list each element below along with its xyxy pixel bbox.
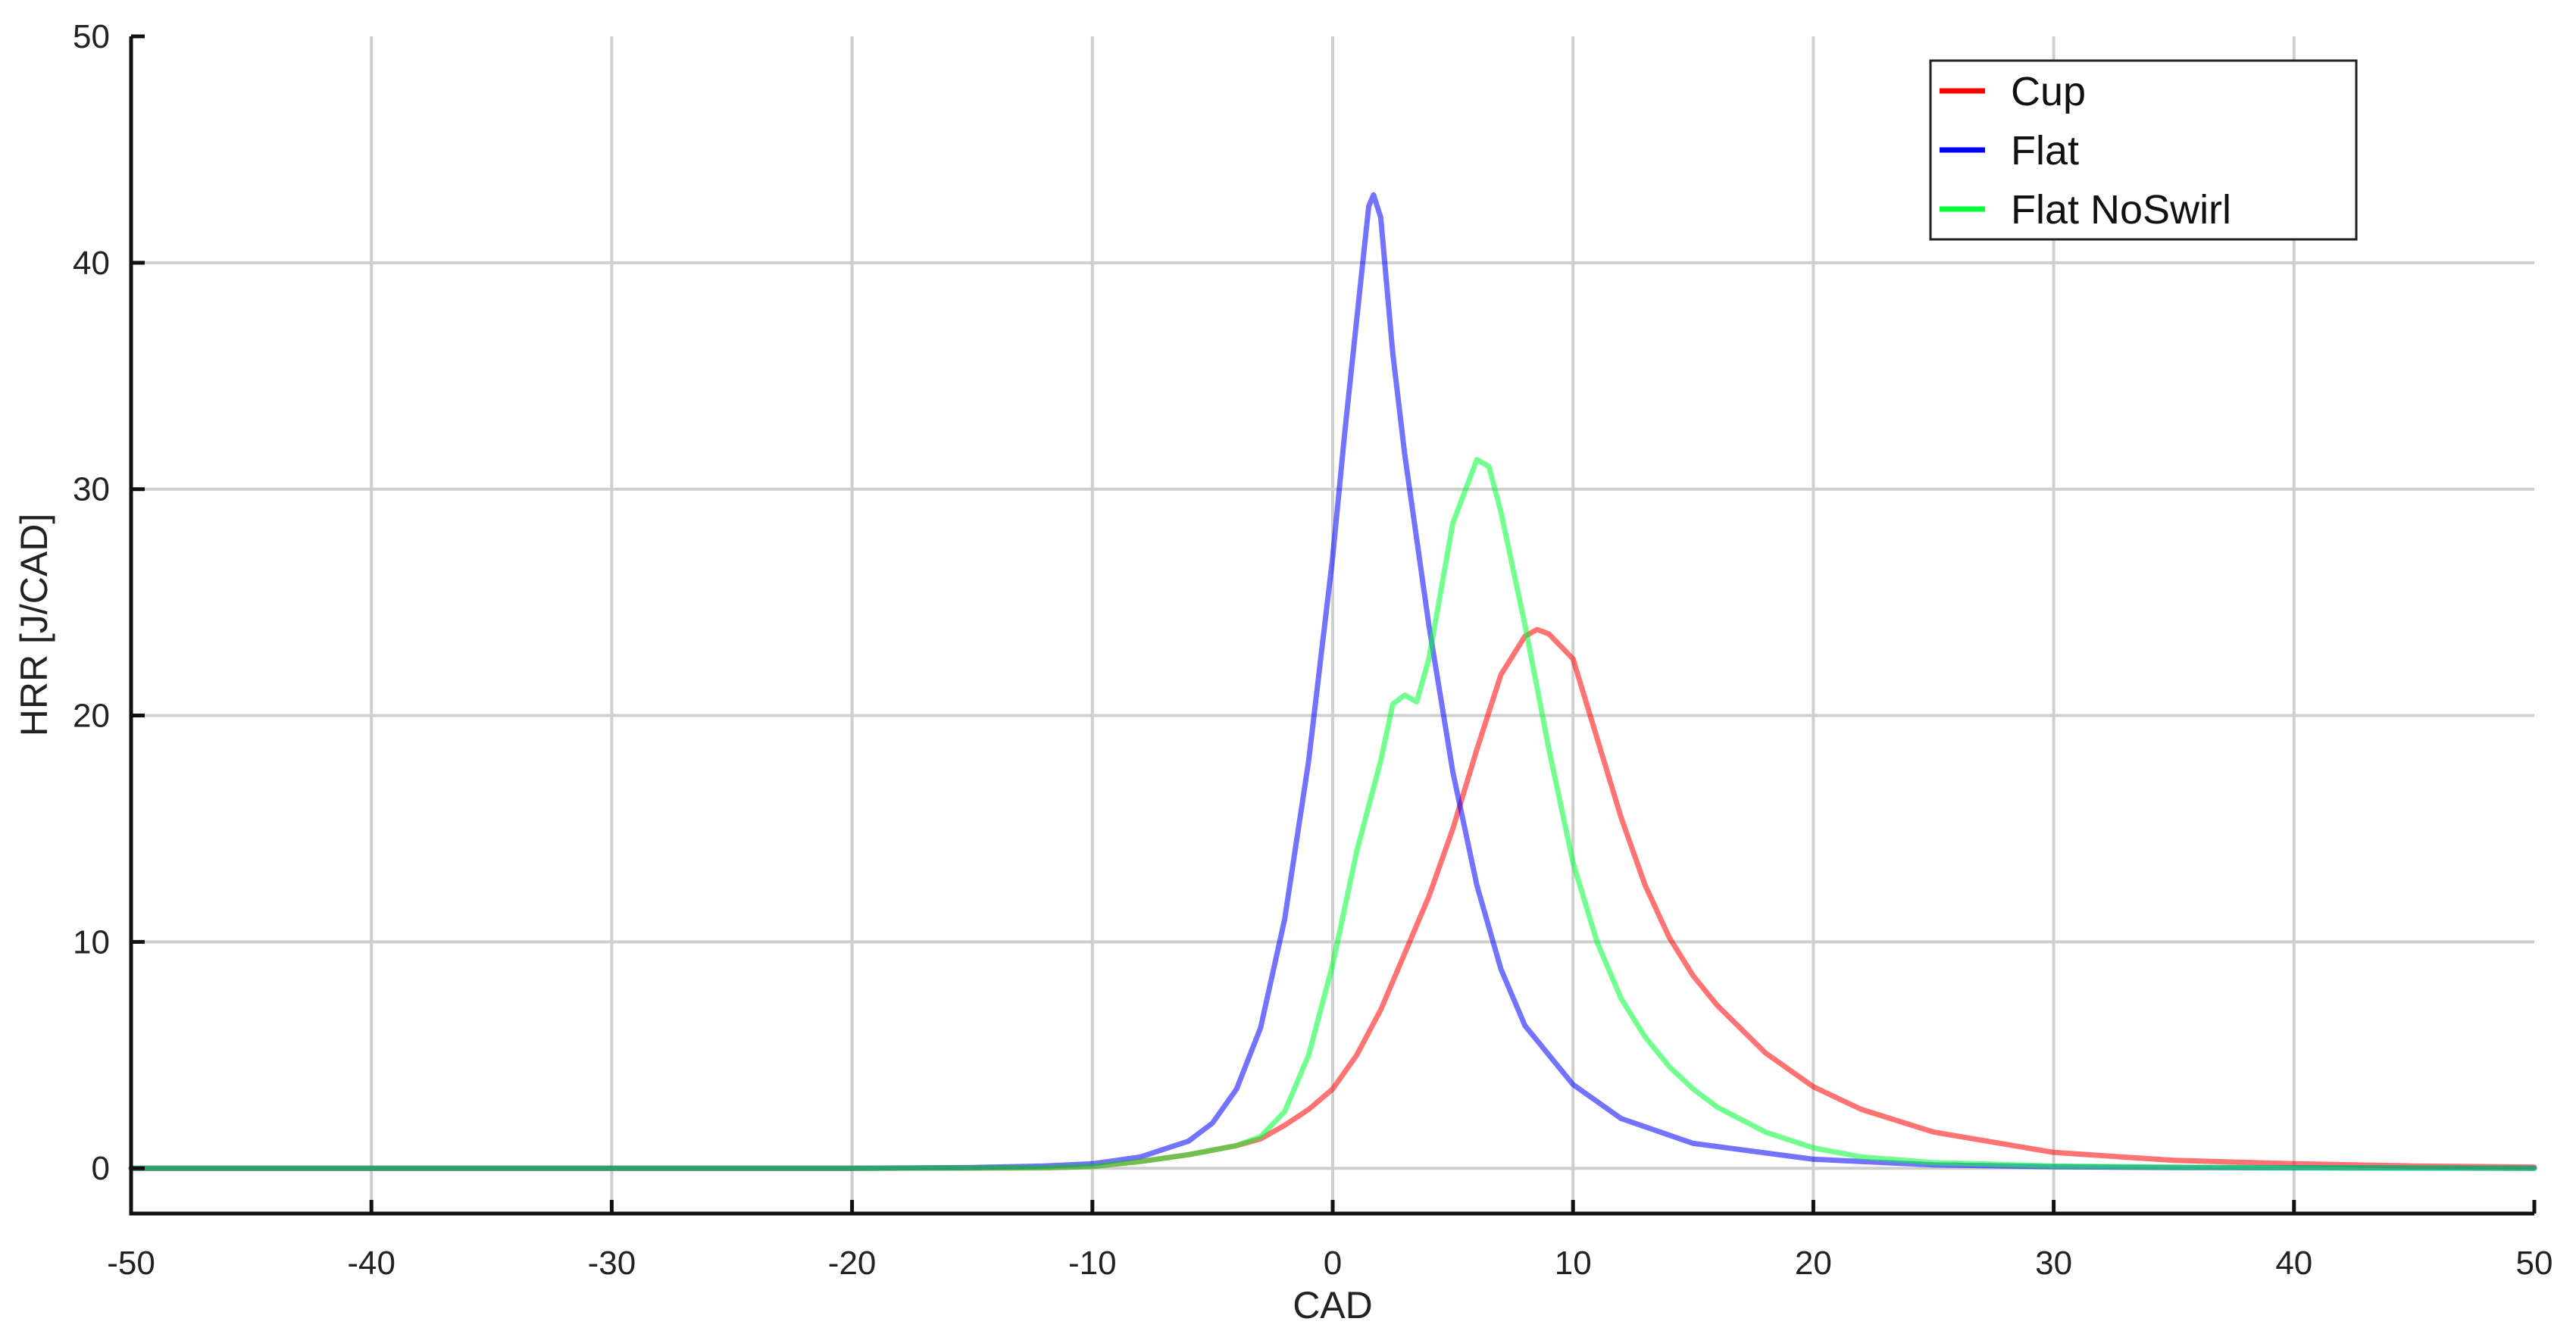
legend-box — [1929, 59, 2358, 241]
x-axis-title: CAD — [1293, 1284, 1373, 1326]
series-line-1 — [128, 192, 2537, 1171]
x-tick-label: -40 — [347, 1245, 395, 1282]
y-tick-label: 40 — [73, 245, 110, 282]
x-tick-label: 20 — [1795, 1245, 1832, 1282]
legend: Cup Flat Flat NoSwirl — [1929, 59, 2358, 241]
x-tick-label: 40 — [2275, 1245, 2312, 1282]
series-line-2 — [128, 457, 2537, 1171]
y-tick-label: 50 — [73, 18, 110, 55]
series-lines — [128, 192, 2537, 1171]
legend-label: Flat — [2011, 128, 2079, 173]
tick-labels: -50 -40 -30 -20 -10 0 10 20 30 40 50 0 10 20 30 40 50 — [73, 18, 2553, 1282]
y-tick-label: 20 — [73, 698, 110, 735]
y-tick-label: 30 — [73, 471, 110, 508]
x-tick-label: 0 — [1324, 1245, 1342, 1282]
axes — [129, 34, 2537, 1216]
x-tick-label: -50 — [107, 1245, 155, 1282]
y-tick-label: 10 — [73, 923, 110, 961]
x-tick-label: 50 — [2516, 1245, 2553, 1282]
x-tick-label: 10 — [1555, 1245, 1592, 1282]
legend-label: Cup — [2011, 69, 2086, 114]
x-tick-label: -20 — [828, 1245, 877, 1282]
x-tick-label: -30 — [588, 1245, 636, 1282]
y-axis-title: HRR [J/CAD] — [13, 514, 55, 736]
legend-label: Flat NoSwirl — [2011, 187, 2231, 233]
x-tick-label: 30 — [2035, 1245, 2072, 1282]
y-tick-label: 0 — [92, 1150, 110, 1187]
x-tick-label: -10 — [1068, 1245, 1117, 1282]
